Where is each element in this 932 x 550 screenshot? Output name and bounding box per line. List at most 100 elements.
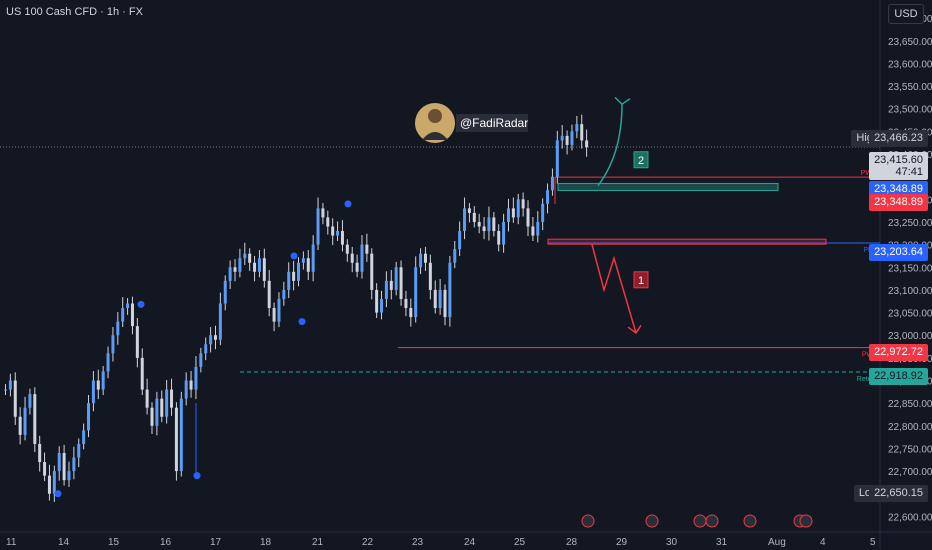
candle-body [370, 253, 374, 290]
y-tick-label: 23,550.00 [888, 82, 932, 93]
candle-body [389, 280, 393, 290]
candle-body [511, 208, 515, 218]
candle-body [516, 199, 520, 218]
lightning-icon[interactable] [581, 514, 595, 528]
us-flag-icon[interactable] [705, 514, 719, 528]
candle-body [502, 221, 506, 245]
y-tick-label: 22,800.00 [888, 422, 932, 433]
currency-button[interactable]: USD [888, 4, 924, 24]
pwl-price-label: 22,972.72 [869, 344, 928, 361]
candle-body [38, 443, 42, 463]
candle-body [77, 443, 81, 458]
y-tick-label: 23,050.00 [888, 309, 932, 320]
swing-point-marker [290, 252, 298, 260]
bullish-path-arrow[interactable] [597, 104, 623, 187]
candle-body [253, 262, 257, 272]
candle-body [67, 471, 71, 481]
candle-body [174, 407, 178, 472]
candle-body [267, 280, 271, 309]
candle-body [306, 258, 310, 272]
candle-body [419, 253, 423, 268]
candle-body [297, 262, 300, 281]
avatar-body-icon [422, 132, 448, 140]
candle-body [126, 303, 130, 309]
candle-body [438, 289, 442, 309]
candle-body [345, 244, 349, 254]
us-flag-icon[interactable] [743, 514, 757, 528]
swing-point-marker [344, 200, 352, 208]
y-tick-label: 23,500.00 [888, 105, 932, 116]
x-tick-label: 5 [870, 537, 876, 548]
swing-point-marker [54, 490, 62, 498]
x-tick-label: 28 [566, 537, 578, 548]
candle-body [453, 249, 457, 263]
candle-body [179, 398, 183, 472]
candle-body [170, 389, 174, 408]
candle-body [72, 457, 76, 472]
x-tick-label: 16 [160, 537, 172, 548]
candle-body [414, 267, 418, 318]
candle-body [580, 124, 584, 141]
x-tick-label: 17 [210, 537, 222, 548]
demand-zone-box[interactable] [557, 182, 779, 191]
candle-body [165, 389, 169, 417]
candle-body [560, 135, 564, 141]
candle-body [199, 353, 203, 367]
pwh-bottom-price-label: 23,348.89 [869, 194, 928, 211]
candle-body [4, 389, 7, 391]
candle-body [487, 217, 491, 232]
bullish-arrowhead [614, 96, 631, 106]
us-flag-icon[interactable] [799, 514, 813, 528]
candle-body [57, 452, 61, 472]
x-tick-label: 4 [820, 537, 826, 548]
candle-body [52, 471, 56, 494]
candle-body [546, 190, 550, 204]
scenario-2-label: 2 [638, 155, 644, 167]
x-tick-label: 30 [666, 537, 678, 548]
candle-body [160, 398, 164, 417]
candle-body [18, 416, 22, 435]
candle-body [218, 303, 222, 340]
watermark-text: @FadiRadar [460, 116, 528, 130]
swing-point-marker [298, 318, 306, 326]
candle-body [467, 208, 471, 213]
candle-body [194, 366, 198, 390]
candle-body [433, 289, 437, 309]
candle-body [384, 280, 388, 299]
pdl-price-label: 23,203.64 [869, 244, 928, 261]
candle-body [33, 394, 37, 444]
candle-body [365, 244, 369, 254]
candle-body [443, 289, 447, 318]
pdl-zone-box[interactable] [547, 238, 827, 245]
candle-body [248, 253, 252, 263]
candle-body [140, 357, 144, 390]
y-tick-label: 23,650.00 [888, 37, 932, 48]
candle-body [409, 308, 413, 318]
candle-body [47, 475, 51, 494]
x-tick-label: 25 [514, 537, 526, 548]
candle-body [336, 231, 340, 236]
high-price-label: 23,466.23 [869, 130, 928, 147]
candle-body [492, 217, 496, 232]
us-flag-icon[interactable] [693, 514, 707, 528]
candle-body [404, 298, 408, 309]
candle-body [360, 244, 364, 272]
symbol-header[interactable]: US 100 Cash CFD · 1h · FX [6, 6, 143, 18]
us-flag-icon[interactable] [645, 514, 659, 528]
y-tick-label: 23,150.00 [888, 263, 932, 274]
x-tick-label: 11 [6, 537, 17, 548]
x-tick-label: Aug [768, 537, 786, 548]
candle-body [189, 380, 193, 390]
candle-body [477, 221, 481, 227]
pwh-level-tag: PWH [861, 170, 877, 177]
scenario-1-label: 1 [638, 275, 644, 287]
bearish-path-arrow[interactable] [591, 244, 637, 334]
retest-level-tag: Retest [857, 376, 877, 383]
swing-point-marker [137, 300, 145, 308]
candle-body [458, 231, 462, 250]
bearish-arrowhead [627, 324, 642, 335]
y-tick-label: 23,000.00 [888, 331, 932, 342]
candle-body [243, 253, 247, 259]
candle-body [301, 258, 305, 263]
